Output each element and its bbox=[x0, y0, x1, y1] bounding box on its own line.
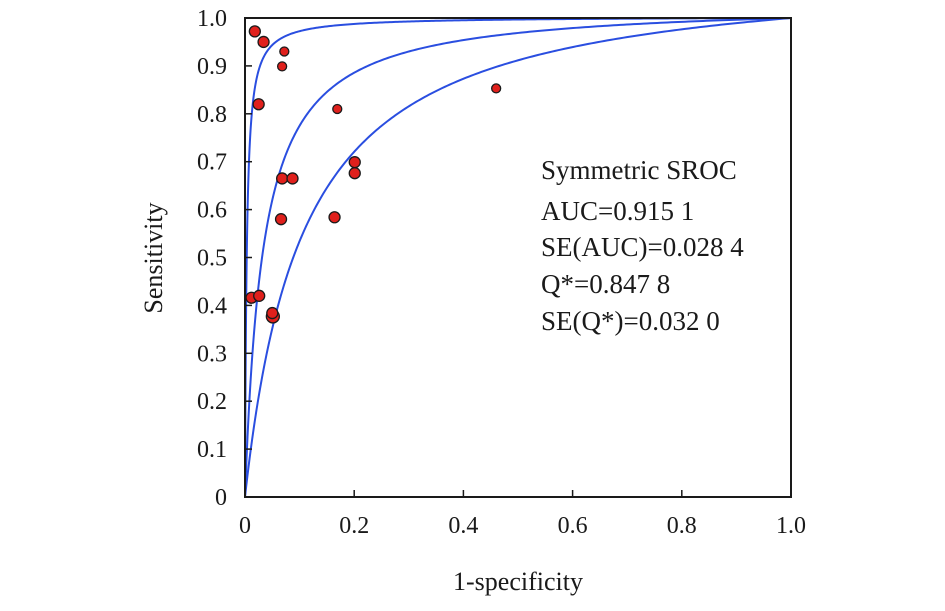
x-tick-label: 0.6 bbox=[558, 513, 588, 539]
y-tick-label: 0.1 bbox=[197, 437, 227, 463]
data-point bbox=[248, 25, 261, 38]
data-point bbox=[279, 46, 290, 57]
data-point bbox=[348, 167, 361, 180]
x-axis-ticks: 0 0.2 0.4 0.6 0.8 1.0 bbox=[239, 490, 806, 539]
y-tick-label: 1.0 bbox=[197, 6, 227, 32]
data-point bbox=[328, 211, 341, 224]
x-tick-label: 1.0 bbox=[776, 513, 806, 539]
data-point bbox=[491, 83, 502, 94]
x-tick-label: 0.4 bbox=[448, 513, 478, 539]
data-point bbox=[274, 213, 288, 226]
annotation-auc: AUC=0.915 1 bbox=[541, 196, 694, 226]
x-tick-label: 0.2 bbox=[339, 513, 369, 539]
y-axis-label: Sensitivity bbox=[139, 202, 168, 313]
annotation-se-auc: SE(AUC)=0.028 4 bbox=[541, 232, 744, 262]
x-tick-label: 0.8 bbox=[667, 513, 697, 539]
y-tick-label: 0.9 bbox=[197, 54, 227, 80]
y-tick-label: 0 bbox=[215, 485, 227, 511]
sroc-curve-3 bbox=[244, 17, 792, 498]
annotation-q-star: Q*=0.847 8 bbox=[541, 269, 670, 299]
data-point bbox=[348, 156, 361, 169]
y-tick-label: 0.6 bbox=[197, 198, 227, 224]
data-point bbox=[252, 98, 265, 111]
y-axis-ticks: 0 0.1 0.2 0.3 0.4 0.5 0.6 0.7 0.8 0.9 1.0 bbox=[197, 6, 252, 511]
data-points bbox=[245, 25, 502, 324]
y-tick-label: 0.7 bbox=[197, 150, 227, 176]
annotation-se-q-star: SE(Q*)=0.032 0 bbox=[541, 306, 720, 336]
y-tick-label: 0.2 bbox=[197, 389, 227, 415]
data-point bbox=[286, 172, 299, 185]
data-point bbox=[257, 35, 270, 49]
data-point bbox=[266, 306, 279, 320]
y-tick-label: 0.4 bbox=[197, 293, 227, 319]
x-axis-label: 1-specificity bbox=[453, 567, 583, 596]
data-point bbox=[275, 172, 289, 185]
data-point bbox=[276, 61, 288, 72]
x-tick-label: 0 bbox=[239, 513, 251, 539]
sroc-curve-2 bbox=[244, 17, 792, 498]
data-point bbox=[332, 103, 343, 115]
sroc-annotation: Symmetric SROC AUC=0.915 1 SE(AUC)=0.028… bbox=[541, 155, 744, 336]
annotation-title: Symmetric SROC bbox=[541, 155, 737, 185]
y-tick-label: 0.8 bbox=[197, 102, 227, 128]
data-point bbox=[253, 289, 266, 302]
y-tick-label: 0.5 bbox=[197, 246, 227, 272]
y-tick-label: 0.3 bbox=[197, 341, 227, 367]
